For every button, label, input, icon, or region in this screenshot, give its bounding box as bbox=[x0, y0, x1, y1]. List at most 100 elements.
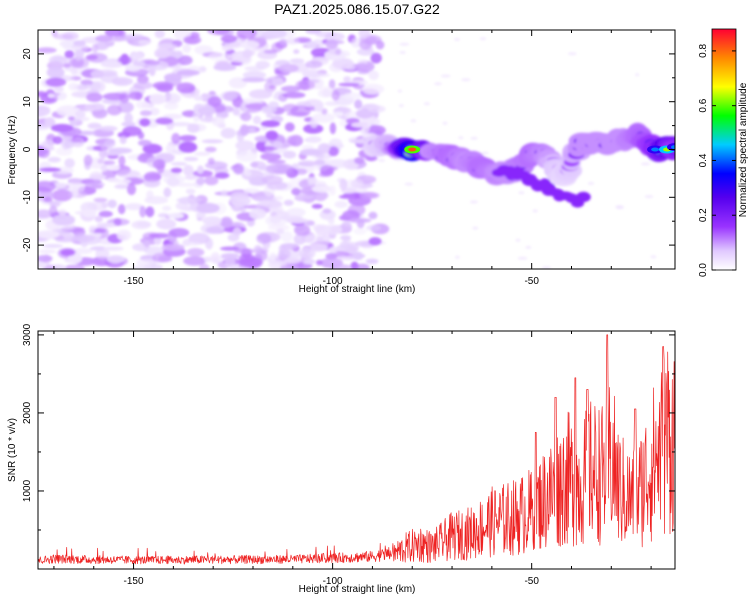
spectrogram-peak-inner bbox=[408, 147, 417, 152]
spectrogram-noise-cell bbox=[261, 105, 273, 115]
spectrogram-faint-cell bbox=[479, 37, 487, 41]
spectrogram-faint-cell bbox=[434, 82, 442, 86]
spectrogram-noise-cell bbox=[205, 146, 217, 153]
spectrogram-noise-cell bbox=[324, 32, 345, 41]
spectrogram-noise-cell bbox=[56, 105, 81, 117]
spectrogram-noise-cell bbox=[211, 252, 220, 262]
spectrogram-faint-cell bbox=[587, 181, 595, 185]
spectrogram-noise-cell bbox=[149, 107, 160, 116]
spectrogram-noise-cell bbox=[354, 157, 365, 165]
spectrogram-noise-cell bbox=[88, 82, 102, 90]
spectrogram-noise-cell bbox=[299, 148, 324, 156]
spectrogram-noise-cell bbox=[294, 224, 311, 236]
spectrogram-noise-cell bbox=[73, 116, 90, 122]
spectrogram-noise-cell bbox=[205, 226, 223, 234]
spectrogram-noise-cell bbox=[340, 235, 352, 241]
spectrogram-noise-cell bbox=[103, 160, 116, 166]
spectrogram-faint-cell bbox=[440, 74, 451, 78]
spectrogram-noise-cell bbox=[139, 110, 152, 117]
spectrogram-noise-cell bbox=[149, 93, 167, 105]
spectrogram-noise-cell bbox=[221, 44, 233, 52]
spectrogram-noise-cell bbox=[260, 152, 282, 161]
spectrogram-x-tick-label: -100 bbox=[323, 276, 343, 287]
spectrogram-noise-cell bbox=[335, 143, 344, 149]
spectrogram-noise-cell bbox=[146, 190, 154, 200]
spectrogram-noise-cell bbox=[207, 157, 215, 165]
colorbar-tick-label: 0.8 bbox=[698, 44, 709, 58]
spectrogram-noise-cell bbox=[297, 160, 318, 167]
spectrogram-noise-cell bbox=[368, 211, 378, 220]
spectrogram-noise-cell bbox=[282, 150, 297, 159]
spectrogram-noise-cell bbox=[153, 236, 162, 246]
spectrogram-faint-cell bbox=[481, 151, 489, 155]
spectrogram-x-tick-label: -150 bbox=[124, 276, 144, 287]
snr-panel: -150 -100 -50 1000 2000 3000 Height of strai… bbox=[7, 323, 676, 595]
snr-x-tick-label: -150 bbox=[124, 576, 144, 587]
spectrogram-noise-cell bbox=[152, 159, 166, 170]
spectrogram-noise-cell bbox=[43, 196, 53, 203]
spectrogram-noise-cell bbox=[195, 212, 206, 219]
spectrogram-noise-cell bbox=[256, 233, 272, 245]
spectrogram-noise-cell bbox=[266, 112, 274, 119]
spectrogram-noise-cell bbox=[328, 146, 339, 157]
spectrogram-noise-cell bbox=[365, 258, 379, 264]
spectrogram-faint-cell bbox=[567, 52, 577, 56]
spectrogram-noise-cell bbox=[186, 247, 205, 257]
spectrogram-noise-cell bbox=[53, 86, 64, 92]
snr-marks bbox=[38, 334, 675, 565]
spectrogram-noise-cell bbox=[314, 103, 324, 113]
spectrogram-noise-cell bbox=[97, 158, 104, 164]
spectrogram-noise-cell bbox=[324, 101, 340, 106]
spectrogram-noise-cell bbox=[86, 92, 103, 103]
spectrogram-noise-cell bbox=[289, 58, 305, 64]
spectrogram-noise-cell bbox=[116, 229, 132, 241]
spectrogram-noise-cell bbox=[207, 96, 222, 107]
spectrogram-noise-cell bbox=[103, 246, 124, 251]
spectrogram-faint-cell bbox=[515, 238, 521, 242]
spectrogram-noise-cell bbox=[178, 141, 198, 153]
spectrogram-noise-cell bbox=[311, 203, 323, 209]
spectrogram-noise-cell bbox=[48, 55, 68, 66]
spectrogram-noise-cell bbox=[177, 55, 193, 66]
spectrogram-noise-cell bbox=[182, 44, 191, 53]
spectrogram-noise-cell bbox=[155, 117, 174, 125]
spectrogram-noise-cell bbox=[46, 66, 65, 79]
spectrogram-noise-cell bbox=[156, 218, 177, 230]
spectrogram-noise-cell bbox=[272, 196, 284, 201]
spectrogram-noise-cell bbox=[88, 225, 96, 233]
spectrogram-noise-cell bbox=[156, 43, 178, 50]
spectrogram-noise-cell bbox=[236, 30, 257, 39]
spectrogram-noise-cell bbox=[163, 174, 185, 185]
spectrogram-noise-cell bbox=[164, 102, 179, 110]
spectrogram-faint-cell bbox=[378, 158, 386, 162]
spectrogram-noise-cell bbox=[107, 164, 120, 171]
spectrogram-faint-cell bbox=[469, 200, 478, 204]
spectrogram-noise-cell bbox=[106, 255, 125, 264]
spectrogram-noise-cell bbox=[197, 165, 204, 174]
spectrogram-noise-cell bbox=[179, 135, 197, 142]
spectrogram-noise-cell bbox=[269, 252, 277, 261]
spectrogram-noise-cell bbox=[113, 218, 122, 226]
spectrogram-noise-cell bbox=[100, 164, 108, 173]
spectrogram-noise-cell bbox=[38, 105, 51, 117]
spectrogram-marks bbox=[38, 30, 675, 269]
spectrogram-faint-cell bbox=[410, 119, 417, 123]
spectrogram-noise-cell bbox=[343, 76, 351, 83]
spectrogram-noise-cell bbox=[64, 158, 75, 169]
spectrogram-noise-cell bbox=[284, 122, 295, 132]
spectrogram-noise-cell bbox=[286, 218, 309, 224]
spectrogram-noise-cell bbox=[183, 156, 199, 162]
spectrogram-noise-cell bbox=[327, 216, 335, 225]
spectrogram-noise-cell bbox=[199, 263, 210, 269]
spectrogram-noise-cell bbox=[38, 167, 62, 172]
spectrogram-branch-cell bbox=[576, 191, 591, 203]
spectrogram-noise-cell bbox=[42, 139, 54, 150]
spectrogram-noise-cell bbox=[196, 202, 220, 214]
spectrogram-noise-cell bbox=[47, 93, 55, 99]
spectrogram-noise-cell bbox=[283, 256, 302, 264]
spectrogram-noise-cell bbox=[366, 224, 381, 231]
spectrogram-noise-cell bbox=[89, 174, 107, 180]
spectrogram-faint-cell bbox=[455, 255, 460, 259]
spectrogram-noise-cell bbox=[114, 184, 130, 189]
